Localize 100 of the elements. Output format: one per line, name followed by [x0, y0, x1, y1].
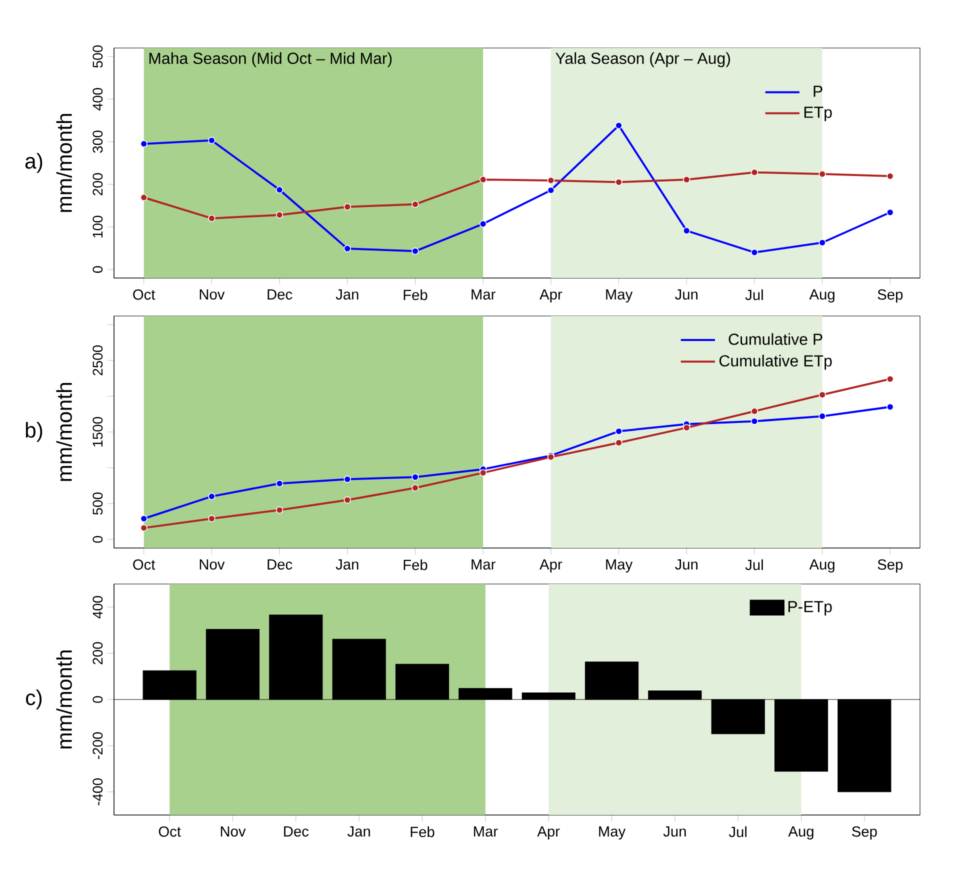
point	[479, 176, 487, 184]
point	[750, 168, 758, 176]
y-tick-label: -400	[92, 778, 103, 806]
point	[683, 176, 690, 184]
x-tick-label: Apr	[537, 826, 560, 840]
point	[344, 203, 351, 210]
x-tick-label: Jul	[745, 559, 763, 570]
point	[750, 418, 758, 425]
y-tick-label: 100	[92, 216, 103, 238]
y-tick-label: 200	[92, 173, 103, 196]
point	[140, 140, 148, 148]
point	[886, 172, 894, 180]
x-tick-label: Dec	[268, 559, 292, 570]
x-tick-label: Sep	[852, 826, 877, 840]
point	[276, 480, 284, 488]
point	[140, 515, 148, 522]
point	[412, 473, 419, 481]
x-tick-label: Nov	[200, 559, 225, 570]
point	[886, 375, 894, 383]
point	[344, 476, 351, 483]
y-tick-label: -200	[92, 732, 103, 760]
x-tick-label: Jan	[336, 559, 358, 570]
x-tick-label: Mar	[472, 289, 496, 300]
x-tick-label: Mar	[474, 826, 498, 837]
legend-label: Cumulative P	[728, 333, 822, 345]
point	[818, 239, 826, 246]
point	[208, 136, 216, 144]
x-tick-label: Jan	[336, 289, 358, 300]
legend-label: P-ETp	[788, 601, 832, 616]
x-tick-label: Nov	[200, 289, 225, 300]
x-tick-label: Jan	[347, 826, 370, 837]
text: c)	[26, 690, 42, 710]
point	[276, 506, 284, 514]
x-tick-label: Aug	[809, 289, 834, 302]
point	[479, 469, 487, 476]
y-tick-label: 500	[92, 492, 103, 515]
legend-label: Cumulative ETp	[719, 354, 832, 370]
x-tick-label: Mar	[472, 559, 496, 570]
x-tick-label: Aug	[809, 559, 834, 572]
point	[208, 515, 216, 522]
point	[140, 524, 148, 532]
point	[818, 391, 826, 398]
x-tick-label: Oct	[158, 826, 181, 837]
point	[886, 403, 894, 411]
point	[750, 248, 758, 256]
point	[818, 412, 826, 420]
x-tick-label: Jun	[663, 826, 686, 837]
point	[140, 194, 148, 202]
y-axis-title: mm/month	[56, 114, 72, 212]
x-tick-label: Nov	[220, 826, 246, 837]
y-axis-title: mm/month	[56, 382, 72, 481]
y-tick-label: 200	[92, 642, 103, 664]
x-tick-label: Dec	[268, 289, 292, 300]
point	[479, 220, 487, 228]
point	[344, 496, 351, 504]
legend-label: P	[814, 86, 822, 97]
point	[412, 200, 419, 208]
point	[276, 186, 284, 194]
x-tick-label: Jul	[728, 826, 746, 838]
x-tick-label: Feb	[410, 826, 434, 838]
y-tick-label: 0	[92, 696, 103, 703]
band-label: Yala Season (Apr – Aug)	[556, 52, 730, 68]
point	[208, 214, 216, 222]
y-tick-label: 500	[92, 45, 103, 68]
band-label: Maha Season (Mid Oct – Mid Mar)	[149, 52, 392, 68]
x-tick-label: May	[599, 826, 626, 840]
x-tick-label: Oct	[133, 559, 156, 570]
y-axis-title: mm/month	[56, 650, 72, 748]
legend-label: ETp	[804, 106, 832, 122]
point	[750, 408, 758, 415]
y-tick-label: 400	[92, 88, 103, 110]
y-tick-label: 0	[92, 266, 103, 273]
x-tick-label: Feb	[404, 559, 428, 570]
text: a)	[25, 153, 42, 173]
x-tick-label: Dec	[284, 826, 309, 837]
text: b)	[26, 422, 42, 442]
point	[615, 122, 622, 130]
point	[683, 227, 690, 234]
x-tick-label: Apr	[540, 559, 562, 572]
x-tick-label: Jun	[675, 289, 698, 300]
point	[208, 492, 216, 500]
x-tick-label: May	[606, 559, 633, 572]
x-tick-label: Feb	[404, 289, 428, 300]
point	[547, 186, 555, 194]
point	[615, 439, 622, 446]
x-tick-label: Oct	[133, 289, 156, 300]
x-tick-label: Sep	[878, 559, 903, 573]
point	[615, 178, 622, 186]
point	[615, 428, 622, 435]
x-tick-label: Apr	[540, 289, 562, 302]
y-tick-label: 0	[92, 536, 103, 543]
point	[547, 176, 555, 184]
point	[412, 484, 419, 492]
point	[276, 211, 284, 219]
point	[886, 208, 894, 216]
x-tick-label: Aug	[788, 826, 814, 840]
x-tick-label: May	[606, 289, 633, 302]
y-tick-label: 300	[92, 130, 103, 153]
point	[683, 424, 690, 432]
point	[818, 170, 826, 178]
